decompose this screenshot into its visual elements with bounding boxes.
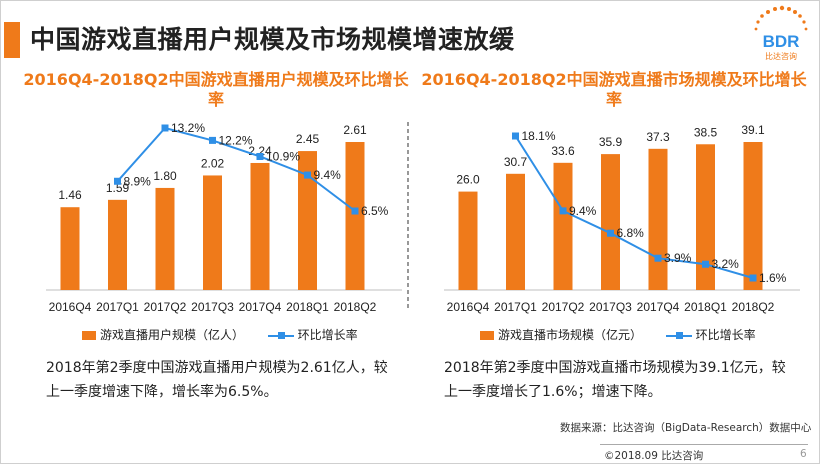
growth-rate-label: 6.8%	[617, 226, 645, 240]
bar-value-label: 2.61	[343, 123, 367, 137]
bar-value-label: 38.5	[694, 125, 718, 139]
bar-2018Q2	[345, 142, 365, 290]
category-label: 2018Q2	[732, 300, 775, 314]
category-label: 2017Q4	[239, 300, 282, 314]
bar-value-label: 33.6	[551, 144, 575, 158]
bar-2018Q1	[696, 144, 715, 290]
user-scale-chart: 2016Q4-2018Q2中国游戏直播用户规模及环比增长率 1.46 2016Q4…	[20, 64, 412, 364]
market-scale-chart-svg: 26.0 2016Q4 30.7 2017Q1 33.6 2017Q2 35.9 2017Q3…	[444, 123, 800, 314]
page-title: 中国游戏直播用户规模及市场规模增速放缓	[30, 25, 515, 54]
bar-2017Q3	[601, 154, 620, 290]
legend-line-label: 环比增长率	[297, 328, 358, 342]
legend-line-swatch	[665, 331, 692, 340]
bar-2016Q4	[60, 207, 80, 290]
growth-rate-label: 18.1%	[522, 129, 556, 143]
bar-2017Q1	[506, 173, 525, 290]
growth-rate-point	[654, 254, 662, 262]
bar-value-label: 1.80	[153, 169, 177, 183]
bar-2017Q2	[155, 187, 175, 290]
legend-bar-swatch	[480, 331, 494, 340]
growth-rate-point	[209, 136, 216, 144]
growth-rate-label: 6.5%	[361, 204, 389, 218]
logo-text: BDR	[763, 32, 800, 51]
category-label: 2017Q1	[494, 300, 537, 314]
growth-rate-point	[351, 207, 359, 215]
market-scale-caption: 2018年第2季度中国游戏直播市场规模为39.1亿元，较上一季度增长了1.6%；…	[444, 360, 786, 400]
category-label: 2017Q3	[191, 300, 234, 314]
growth-rate-label: 9.4%	[314, 168, 342, 182]
title-accent-bar	[4, 22, 20, 58]
legend-bar-label: 游戏直播市场规模（亿元）	[498, 328, 643, 342]
bar-2017Q4	[648, 148, 668, 290]
user-scale-caption: 2018年第2季度中国游戏直播用户规模为2.61亿人，较上一季度增速下降，增长率…	[46, 360, 388, 400]
growth-rate-point	[512, 132, 519, 140]
category-label: 2017Q1	[96, 300, 139, 314]
user-scale-legend: 游戏直播用户规模（亿人） 环比增长率	[82, 326, 358, 343]
legend-bar-swatch	[82, 331, 96, 340]
bar-value-label: 30.7	[504, 155, 528, 169]
growth-rate-point	[304, 171, 311, 179]
bar-2017Q4	[250, 162, 270, 290]
category-label: 2017Q2	[144, 300, 187, 314]
bar-value-label: 1.46	[58, 188, 82, 202]
growth-rate-label: 13.2%	[171, 121, 205, 135]
legend-line-label: 环比增长率	[695, 328, 756, 342]
bar-value-label: 39.1	[741, 123, 765, 137]
growth-rate-label: 8.9%	[124, 174, 152, 188]
category-label: 2016Q4	[447, 300, 490, 314]
growth-rate-label: 3.2%	[712, 257, 740, 271]
footer-divider	[600, 444, 808, 445]
growth-rate-point	[114, 177, 121, 185]
market-scale-chart: 2016Q4-2018Q2中国游戏直播市场规模及环比增长率 26.0 2016Q4…	[418, 64, 810, 364]
growth-rate-label: 12.2%	[219, 133, 253, 147]
bar-2017Q1	[108, 199, 127, 290]
growth-rate-point	[559, 207, 567, 215]
bar-2017Q3	[203, 175, 222, 290]
growth-rate-label: 1.6%	[759, 271, 787, 285]
bar-value-label: 37.3	[646, 130, 670, 144]
category-label: 2017Q2	[542, 300, 585, 314]
growth-rate-point	[607, 229, 614, 237]
bar-2017Q2	[553, 162, 573, 290]
category-label: 2018Q2	[334, 300, 377, 314]
category-label: 2017Q4	[637, 300, 680, 314]
bar-value-label: 2.02	[201, 156, 225, 170]
category-label: 2018Q1	[684, 300, 727, 314]
data-source: 数据来源：比达咨询（BigData-Research）数据中心	[560, 422, 812, 434]
category-label: 2016Q4	[49, 300, 92, 314]
bar-value-label: 26.0	[456, 173, 480, 187]
legend-bar-label: 游戏直播用户规模（亿人）	[100, 328, 245, 342]
growth-rate-line	[514, 135, 754, 279]
growth-rate-label: 3.9%	[664, 251, 692, 265]
growth-rate-line	[116, 126, 356, 212]
logo-subtext: 比达咨询	[765, 51, 797, 61]
bar-value-label: 35.9	[599, 135, 623, 149]
bar-2018Q2	[743, 142, 763, 290]
bar-2016Q4	[458, 191, 478, 290]
growth-rate-label: 9.4%	[569, 204, 597, 218]
growth-rate-point	[161, 124, 169, 132]
bar-value-label: 1.59	[106, 181, 130, 195]
growth-rate-point	[702, 260, 709, 268]
category-label: 2017Q3	[589, 300, 632, 314]
legend-line-swatch	[267, 331, 294, 340]
bar-value-label: 2.45	[296, 132, 320, 146]
logo-dot-ring	[754, 5, 808, 31]
copyright: ©2018.09 比达咨询	[604, 450, 704, 462]
user-scale-chart-title: 2016Q4-2018Q2中国游戏直播用户规模及环比增长率	[23, 70, 409, 109]
bar-2018Q1	[298, 151, 317, 290]
market-scale-legend: 游戏直播市场规模（亿元） 环比增长率	[480, 326, 756, 343]
growth-rate-point	[256, 152, 264, 160]
market-scale-chart-title: 2016Q4-2018Q2中国游戏直播市场规模及环比增长率	[421, 70, 807, 109]
category-label: 2018Q1	[286, 300, 329, 314]
page-number: 6	[800, 448, 807, 460]
user-scale-chart-svg: 1.46 2016Q4 1.59 2017Q1 1.80 2017Q2 2.02 2017Q3…	[46, 121, 409, 314]
growth-rate-point	[749, 274, 757, 282]
growth-rate-label: 10.9%	[266, 149, 300, 163]
bdr-logo: BDR 比达咨询	[754, 5, 808, 61]
